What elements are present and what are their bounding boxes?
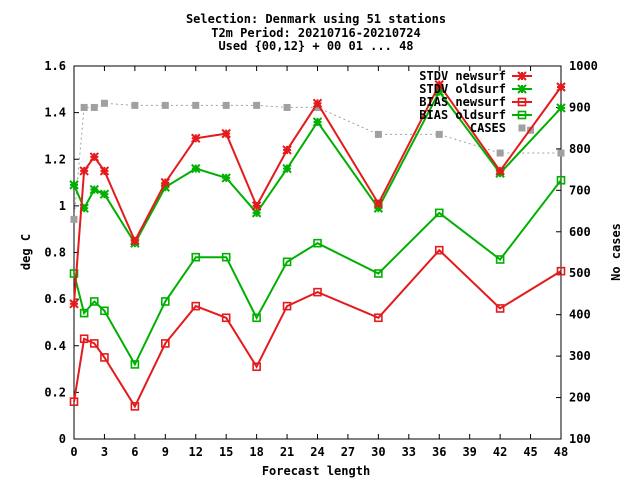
x-tick-label: 0 bbox=[70, 445, 77, 459]
x-tick-label: 24 bbox=[310, 445, 324, 459]
y-tick-label: 0 bbox=[59, 432, 66, 446]
x-tick-label: 18 bbox=[249, 445, 263, 459]
data-point bbox=[131, 102, 138, 109]
data-point bbox=[496, 167, 504, 175]
x-tick-label: 21 bbox=[280, 445, 294, 459]
data-point bbox=[90, 186, 98, 194]
legend-item: STDV newsurf bbox=[419, 69, 532, 83]
legend-item: CASES bbox=[470, 121, 526, 135]
x-tick-label: 6 bbox=[131, 445, 138, 459]
x-tick-label: 15 bbox=[219, 445, 233, 459]
y2-tick-label: 600 bbox=[569, 225, 591, 239]
data-point bbox=[223, 102, 230, 109]
data-point bbox=[314, 118, 322, 126]
data-point bbox=[222, 130, 230, 138]
y-tick-label: 0.8 bbox=[44, 246, 66, 260]
data-point bbox=[436, 131, 443, 138]
title-line-1: Selection: Denmark using 51 stations bbox=[186, 12, 446, 26]
data-point bbox=[192, 134, 200, 142]
legend-label: CASES bbox=[470, 121, 506, 135]
data-point bbox=[283, 146, 291, 154]
data-point bbox=[91, 104, 98, 111]
legend-swatch-marker bbox=[518, 85, 526, 93]
data-point bbox=[253, 202, 261, 210]
x-tick-label: 39 bbox=[462, 445, 476, 459]
data-point bbox=[80, 167, 88, 175]
title-line-3: Used {00,12} + 00 01 ... 48 bbox=[218, 39, 413, 53]
series-line bbox=[74, 250, 561, 406]
y-tick-label: 1.2 bbox=[44, 152, 66, 166]
data-point bbox=[253, 102, 260, 109]
data-point bbox=[70, 300, 78, 308]
data-point bbox=[70, 181, 78, 189]
y2-tick-label: 400 bbox=[569, 308, 591, 322]
x-tick-label: 27 bbox=[341, 445, 355, 459]
data-point bbox=[131, 237, 139, 245]
legend-label: STDV oldsurf bbox=[419, 82, 506, 96]
legend-item: BIAS oldsurf bbox=[419, 108, 532, 122]
data-point bbox=[222, 174, 230, 182]
x-tick-label: 33 bbox=[402, 445, 416, 459]
y2-tick-label: 700 bbox=[569, 183, 591, 197]
data-point bbox=[375, 131, 382, 138]
y-tick-label: 0.4 bbox=[44, 339, 66, 353]
y-tick-label: 1 bbox=[59, 199, 66, 213]
x-tick-label: 48 bbox=[554, 445, 568, 459]
data-point bbox=[101, 100, 108, 107]
y2-tick-label: 500 bbox=[569, 266, 591, 280]
data-point bbox=[283, 165, 291, 173]
data-point bbox=[100, 167, 108, 175]
legend-item: BIAS newsurf bbox=[419, 95, 532, 109]
legend-label: STDV newsurf bbox=[419, 69, 506, 83]
y-tick-label: 1.4 bbox=[44, 106, 66, 120]
legend: STDV newsurfSTDV oldsurfBIAS newsurfBIAS… bbox=[419, 69, 532, 135]
y2-tick-label: 100 bbox=[569, 432, 591, 446]
x-tick-label: 3 bbox=[101, 445, 108, 459]
data-point bbox=[71, 216, 78, 223]
data-point bbox=[374, 200, 382, 208]
legend-swatch-marker bbox=[519, 125, 526, 132]
data-point bbox=[90, 153, 98, 161]
data-point bbox=[192, 165, 200, 173]
y-tick-label: 1.6 bbox=[44, 59, 66, 73]
data-point bbox=[100, 190, 108, 198]
x-axis-label: Forecast length bbox=[262, 464, 370, 478]
y-tick-label: 0.6 bbox=[44, 292, 66, 306]
x-tick-label: 42 bbox=[493, 445, 507, 459]
x-tick-label: 36 bbox=[432, 445, 446, 459]
series-bias-newsurf bbox=[71, 247, 565, 410]
data-point bbox=[314, 99, 322, 107]
data-point bbox=[557, 104, 565, 112]
data-point bbox=[558, 150, 565, 157]
title-line-2: T2m Period: 20210716-20210724 bbox=[211, 26, 421, 40]
y2-tick-label: 200 bbox=[569, 391, 591, 405]
legend-label: BIAS newsurf bbox=[419, 95, 506, 109]
series-bias-oldsurf bbox=[71, 177, 565, 368]
y2-tick-label: 300 bbox=[569, 349, 591, 363]
x-tick-label: 30 bbox=[371, 445, 385, 459]
y-tick-label: 0.2 bbox=[44, 385, 66, 399]
data-point bbox=[161, 179, 169, 187]
x-tick-label: 9 bbox=[162, 445, 169, 459]
data-point bbox=[81, 104, 88, 111]
legend-label: BIAS oldsurf bbox=[419, 108, 506, 122]
data-point bbox=[284, 104, 291, 111]
data-point bbox=[497, 150, 504, 157]
x-tick-label: 12 bbox=[189, 445, 203, 459]
y2-tick-label: 1000 bbox=[569, 59, 598, 73]
x-tick-label: 45 bbox=[523, 445, 537, 459]
y-axis-label: deg C bbox=[19, 234, 33, 270]
data-point bbox=[557, 83, 565, 91]
data-point bbox=[192, 102, 199, 109]
y2-tick-label: 900 bbox=[569, 100, 591, 114]
y2-axis-label: No cases bbox=[609, 223, 623, 281]
data-point bbox=[162, 102, 169, 109]
series-line bbox=[74, 180, 561, 364]
y2-tick-label: 800 bbox=[569, 142, 591, 156]
y2-axis-ticks: 100 200 300 400 500 600 700 800 900 1000 bbox=[556, 59, 598, 446]
legend-item: STDV oldsurf bbox=[419, 82, 532, 96]
chart-title: Selection: Denmark using 51 stations T2m… bbox=[186, 12, 446, 53]
legend-swatch-marker bbox=[518, 72, 526, 80]
